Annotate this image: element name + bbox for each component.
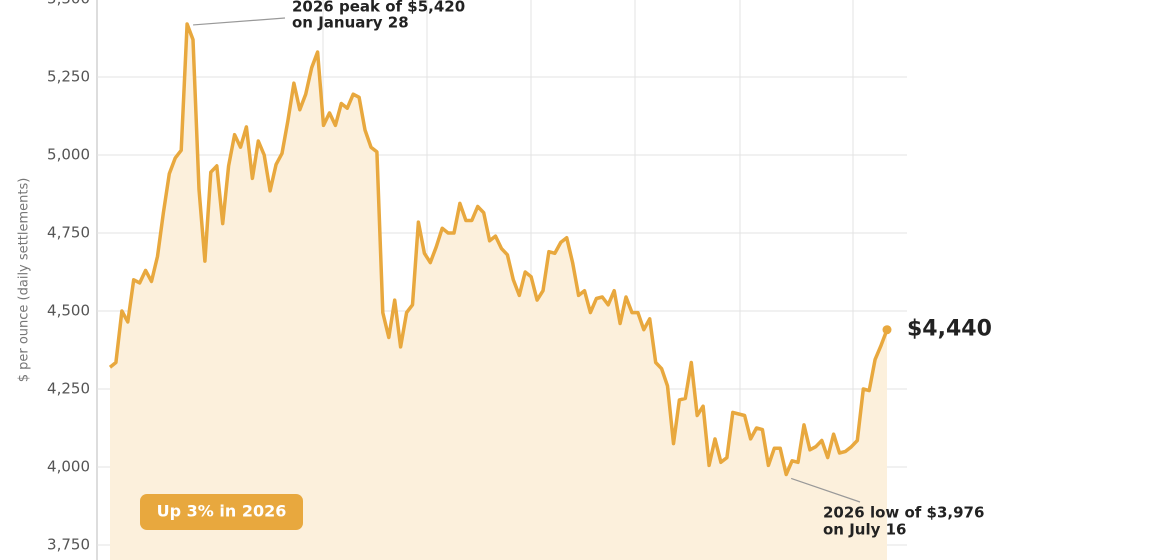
peak-label: 2026 peak of $5,420: [292, 0, 465, 16]
y-tick-label: 4,000: [47, 458, 90, 476]
end-label: $4,440: [907, 317, 992, 342]
y-tick-label: 4,750: [47, 224, 90, 242]
badge-label: Up 3% in 2026: [157, 502, 287, 521]
y-tick-label: 5,250: [47, 68, 90, 86]
line: [108, 22, 889, 477]
y-axis-label: $ per ounce (daily settlements): [17, 178, 32, 383]
low-leader: [790, 477, 861, 503]
y-tick-label: 4,250: [47, 380, 90, 398]
y-tick-label: 4,500: [47, 302, 90, 320]
low-label: 2026 low of $3,976: [823, 504, 984, 522]
y-tick-label: 5,000: [47, 146, 90, 164]
peak-leader: [193, 17, 286, 26]
badge: [140, 494, 303, 530]
end-dot: [882, 325, 892, 335]
low-label: on July 16: [823, 521, 906, 539]
y-tick-label: 3,750: [47, 536, 90, 554]
peak-label: on January 28: [292, 14, 409, 32]
y-tick-label: 5,500: [47, 0, 90, 8]
area: [110, 24, 887, 560]
